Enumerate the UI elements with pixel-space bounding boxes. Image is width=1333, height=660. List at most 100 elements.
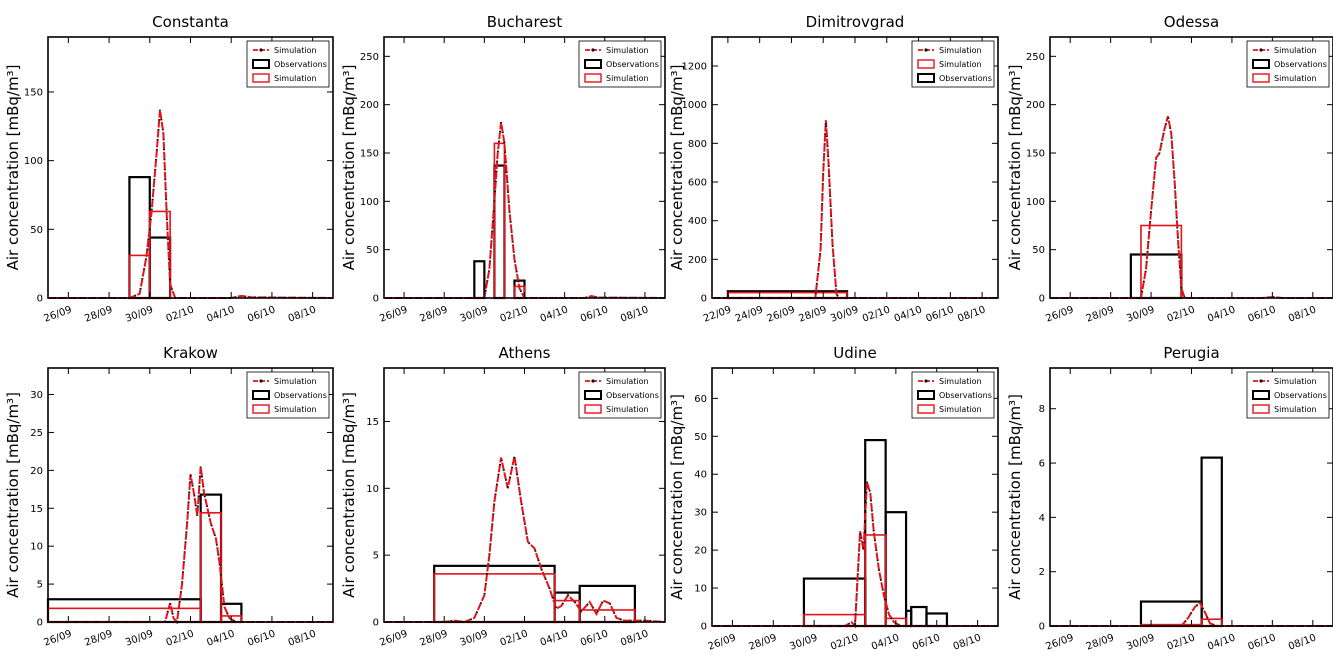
x-tick-label: 02/10 [165,304,196,324]
y-tick-label: 5 [37,580,43,591]
legend-entry-label: Simulation [1274,74,1317,83]
y-tick-label: 200 [1026,100,1045,111]
x-tick-label: 06/10 [246,304,277,324]
x-tick-label: 08/10 [619,304,650,324]
y-tick-label: 0 [373,618,379,629]
x-tick-label: 30/09 [1125,632,1156,652]
panel-udine: Udine Air concentration [mBq/m³] 0 10 20 30 40… [668,344,999,653]
legend-dot-swatch [924,48,928,52]
legend-dot-swatch [1259,379,1263,383]
x-tick-label: 28/09 [1085,632,1116,652]
x-tick-label: 30/09 [788,632,819,652]
legend-rect-swatch [917,59,935,69]
simulation-line [48,466,333,625]
legend-rect-swatch [917,404,935,414]
legend-rect-swatch [917,390,935,400]
legend-entry-label: Simulation [1274,377,1317,386]
y-tick-label: 10 [366,484,379,495]
legend-dot-swatch [591,48,595,52]
x-tick-label: 26/09 [766,304,797,324]
x-tick-label: 04/10 [205,304,236,324]
legend-dot-swatch [259,379,263,383]
x-tick-label: 02/10 [165,628,196,648]
y-tick-label: 200 [688,255,707,266]
observation-bar [1200,456,1223,628]
legend: Simulation Observations Simulation [578,371,662,419]
legend: Simulation Observations Simulation [578,40,662,88]
y-tick-label: 0 [373,294,379,305]
x-tick-label: 08/10 [287,628,318,648]
y-tick-label: 250 [1026,52,1045,63]
legend-entry-label: Observations [939,74,992,83]
panel-title: Constanta [152,13,229,31]
y-tick-label: 20 [694,546,707,557]
simulation-line-dots [712,120,998,299]
x-tick-label: 04/10 [1206,304,1237,324]
y-tick-label: 0 [1039,294,1045,305]
y-tick-label: 0 [37,294,43,305]
y-tick-label: 50 [1032,245,1045,256]
y-tick-label: 15 [30,504,43,515]
x-tick-label: 08/10 [619,628,650,648]
y-axis-label: Air concentration [mBq/m³] [1006,394,1024,600]
y-tick-label: 40 [694,470,707,481]
legend-entry-label: Observations [274,60,327,69]
legend: Simulation Observations Simulation [1246,371,1330,419]
y-tick-label: 1200 [682,62,707,73]
legend: Simulation Observations Simulation [246,40,330,88]
legend-entry-label: Observations [606,391,659,400]
legend-rect-swatch [584,73,602,83]
y-tick-label: 60 [694,394,707,405]
legend-entry-label: Simulation [939,405,982,414]
x-tick-label: 30/09 [829,304,860,324]
legend-rect-swatch [252,404,270,414]
x-tick-label: 02/10 [499,304,530,324]
legend-entry-label: Simulation [1274,46,1317,55]
simulation-line [712,481,998,629]
legend-entry-label: Observations [1274,391,1327,400]
legend-rect-swatch [1252,390,1270,400]
x-tick-label: 04/10 [539,628,570,648]
observation-bar [884,511,908,628]
panel-constanta: Constanta Air concentration [mBq/m³] 0 50 10… [4,13,334,325]
x-tick-label: 02/10 [861,304,892,324]
panel-krakow: Krakow Air concentration [mBq/m³] 0 5 10 15 20… [4,344,334,649]
x-tick-label: 06/10 [1247,632,1278,652]
y-tick-label: 0 [37,618,43,629]
legend: Simulation Observations Simulation [246,371,330,419]
legend-rect-swatch [584,59,602,69]
x-tick-label: 08/10 [1287,304,1318,324]
x-tick-label: 04/10 [205,628,236,648]
panel-athens: Athens Air concentration [mBq/m³] 0 5 10 15 26… [340,344,666,649]
legend-rect-swatch [584,390,602,400]
y-tick-label: 50 [694,432,707,443]
legend-entry-label: Observations [606,60,659,69]
legend-rect-swatch [252,390,270,400]
x-tick-label: 28/09 [418,304,449,324]
observation-bar [473,260,486,300]
panel-title: Krakow [163,344,218,362]
simulation-line [1050,601,1333,627]
legend-entry-label: Observations [274,391,327,400]
simulation-line [712,120,998,299]
legend-dot-swatch [259,48,263,52]
x-tick-label: 28/09 [747,632,778,652]
simulation-line-dots [384,456,666,624]
y-axis-label: Air concentration [mBq/m³] [340,392,358,598]
x-tick-label: 30/09 [1125,304,1156,324]
legend: Simulation Simulation Observations [911,40,995,88]
y-tick-label: 600 [688,178,707,189]
y-tick-label: 5 [373,551,379,562]
observation-bar [128,176,151,300]
legend-entry-label: Simulation [939,46,982,55]
y-tick-label: 400 [688,216,707,227]
y-tick-label: 150 [360,149,379,160]
x-tick-label: 02/10 [1166,632,1197,652]
y-axis-label: Air concentration [mBq/m³] [4,65,22,271]
legend-entry-label: Simulation [1274,405,1317,414]
legend-entry-label: Simulation [274,377,317,386]
x-tick-label: 28/09 [797,304,828,324]
y-tick-label: 200 [360,100,379,111]
legend-rect-swatch [917,73,935,83]
